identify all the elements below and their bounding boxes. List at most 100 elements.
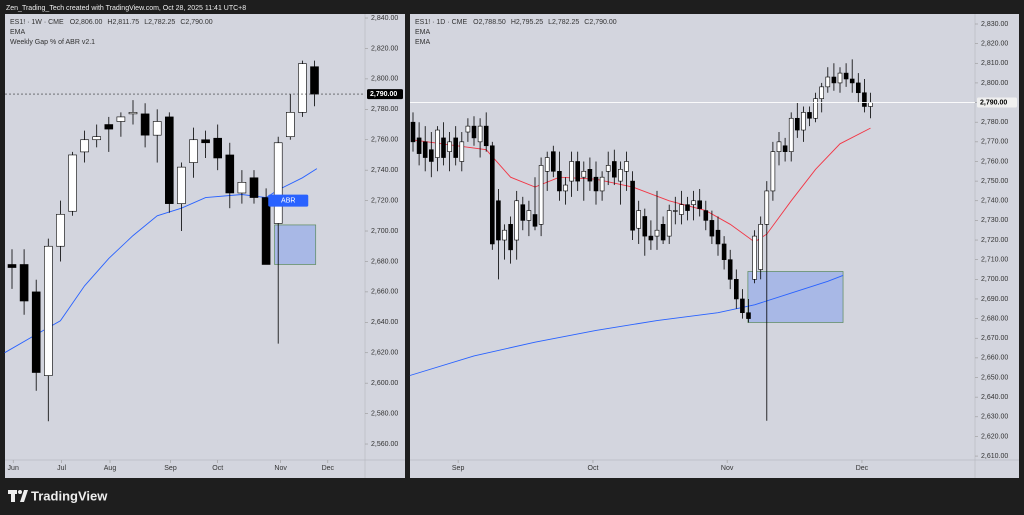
y-tick-label: 2,820.00 [371, 45, 398, 52]
y-tick-label: 2,720.00 [371, 197, 398, 204]
y-tick-label: 2,710.00 [981, 257, 1008, 264]
y-tick-label: 2,610.00 [981, 453, 1008, 460]
candle-body [648, 235, 654, 241]
candle-body [447, 141, 452, 152]
candle-body [68, 154, 77, 212]
y-tick-label: 2,580.00 [371, 410, 398, 417]
candle-body [520, 204, 526, 221]
candle-body [666, 210, 672, 237]
candle-body [201, 139, 210, 144]
candle-body [410, 121, 416, 143]
candle-body [862, 92, 867, 107]
candle-body [813, 98, 818, 119]
candle-body [310, 66, 319, 95]
x-tick-label: Nov [274, 465, 287, 472]
legend-ohlc: C2,790.00 [584, 19, 616, 26]
candle-body [605, 165, 611, 172]
candle-body [532, 214, 538, 227]
candle-body [764, 190, 770, 225]
last-price-label: 2,790.00 [980, 99, 1007, 106]
y-tick-label: 2,820.00 [981, 40, 1008, 47]
candle-body [56, 213, 65, 247]
candle-body [770, 151, 776, 192]
last-price-tag [977, 97, 1017, 108]
candle-body [249, 177, 259, 198]
y-tick-label: 2,640.00 [981, 394, 1008, 401]
candle-body [697, 200, 703, 209]
candle-body [483, 125, 489, 147]
y-tick-label: 2,670.00 [981, 335, 1008, 342]
candle-body [672, 210, 678, 212]
candle-body [285, 112, 295, 137]
candle-body [104, 124, 114, 130]
candle-body [237, 182, 247, 194]
y-tick-label: 2,770.00 [981, 139, 1008, 146]
candle-body [837, 72, 843, 84]
candle-body [441, 137, 446, 158]
candle-body [819, 86, 825, 99]
legend-ohlc: O2,788.50 [473, 19, 506, 26]
y-tick-label: 2,640.00 [371, 319, 398, 326]
candle-body [807, 112, 812, 119]
candle-body [152, 121, 162, 136]
candle-body [213, 137, 222, 159]
candle-body [679, 204, 684, 215]
candle-body [31, 291, 41, 373]
candle-body [489, 145, 495, 245]
x-tick-label: Sep [164, 465, 177, 472]
candle-body [502, 229, 507, 241]
candle-body [116, 116, 126, 122]
y-tick-label: 2,730.00 [981, 217, 1008, 224]
y-tick-label: 2,660.00 [981, 355, 1008, 362]
x-tick-label: Oct [588, 465, 599, 472]
y-tick-label: 2,780.00 [371, 106, 398, 113]
candle-body [477, 125, 483, 143]
candle-body [92, 136, 101, 141]
candle-body [831, 76, 837, 84]
candle-body [581, 170, 587, 178]
candle-body [128, 112, 138, 115]
candle-body [660, 224, 666, 241]
candle-body [416, 137, 422, 154]
y-tick-label: 2,830.00 [981, 21, 1008, 28]
gap-box [274, 224, 317, 265]
gap-box [747, 271, 844, 323]
y-tick-label: 2,690.00 [981, 296, 1008, 303]
last-price-tag [367, 89, 403, 100]
y-tick-label: 2,660.00 [371, 289, 398, 296]
legend-symbol: ES1! · 1W · CME [10, 19, 64, 26]
y-tick-label: 2,700.00 [371, 228, 398, 235]
x-tick-label: Sep [452, 465, 465, 472]
candle-body [654, 229, 660, 237]
logo-shape [11, 490, 15, 502]
candle-body [569, 161, 574, 182]
candle-body [496, 200, 501, 241]
candle-body [709, 220, 715, 237]
x-tick-label: Dec [322, 465, 335, 472]
candle-body [752, 235, 757, 280]
candle-body [599, 176, 605, 192]
candle-body [177, 166, 186, 204]
candle-body [298, 63, 307, 113]
y-tick-label: 2,800.00 [981, 80, 1008, 87]
candle-body [801, 112, 806, 131]
candle-body [758, 224, 764, 270]
annotation-text: ABR [281, 197, 295, 204]
candle-body [538, 165, 544, 225]
candle-body [691, 200, 696, 205]
brand-name: TradingView [31, 488, 108, 503]
y-tick-label: 2,600.00 [371, 380, 398, 387]
candle-body [825, 76, 831, 88]
y-tick-label: 2,740.00 [981, 198, 1008, 205]
candle-body [794, 117, 800, 131]
x-tick-label: Dec [856, 465, 869, 472]
y-tick-label: 2,800.00 [371, 76, 398, 83]
x-tick-label: Aug [104, 465, 117, 472]
candle-body [611, 161, 617, 178]
candle-body [593, 176, 599, 192]
y-tick-label: 2,740.00 [371, 167, 398, 174]
y-tick-label: 2,810.00 [981, 60, 1008, 67]
legend-indicator: EMA [415, 39, 431, 46]
candle-body [550, 151, 556, 172]
